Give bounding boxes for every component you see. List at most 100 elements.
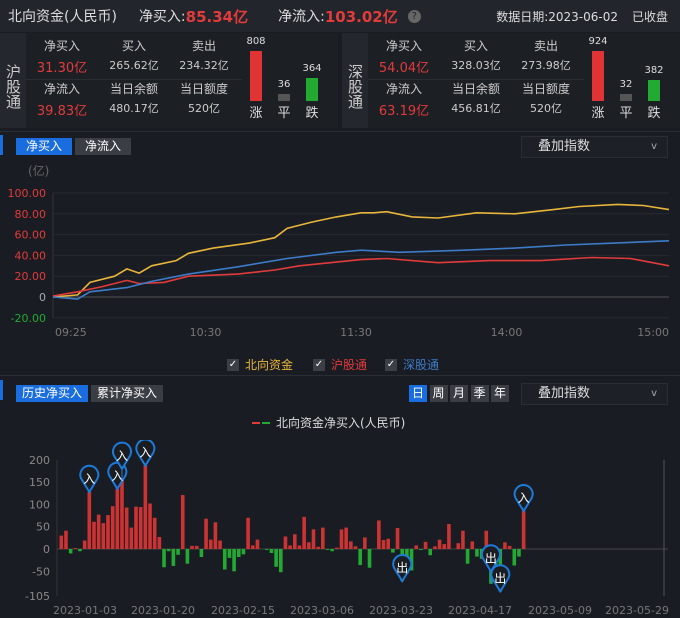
bar [241, 549, 246, 555]
x-tick-label: 2023-05-09 [528, 604, 592, 617]
tab-net-inflow[interactable]: 净流入 [75, 138, 131, 155]
bar [143, 465, 148, 549]
series-line [52, 203, 670, 298]
y-tick-label: -50 [32, 565, 50, 578]
quota-value: 520亿 [530, 102, 562, 115]
sell-label: 卖出 [191, 39, 216, 53]
down-label: 跌 [305, 106, 319, 121]
checkbox-icon[interactable]: ✓ [227, 358, 239, 371]
bar [96, 514, 101, 549]
bar [274, 549, 278, 567]
checkbox-icon[interactable]: ✓ [313, 358, 325, 371]
marker-label: 出 [494, 571, 506, 585]
sell-value: 234.32亿 [179, 59, 229, 72]
bar [349, 541, 353, 549]
marker-pin [135, 440, 156, 468]
bar [391, 549, 395, 553]
bar [185, 549, 190, 564]
legend-label: 北向资金 [245, 358, 294, 372]
x-tick-label: 2023-02-15 [211, 604, 275, 617]
bar [316, 546, 320, 549]
bar [325, 549, 330, 550]
balance-value: 456.81亿 [451, 102, 501, 115]
sell-label: 卖出 [533, 39, 558, 53]
tab-history-net-buy[interactable]: 历史净买入 [16, 385, 88, 402]
x-tick-label: 2023-04-17 [448, 604, 512, 617]
bar [204, 518, 208, 549]
net_inflow-label: 净流入 [43, 82, 80, 96]
legend-item[interactable]: ✓ 北向资金 [227, 356, 293, 373]
bar [194, 545, 199, 549]
bar [78, 549, 82, 552]
down-label: 跌 [647, 106, 661, 121]
data-date: 数据日期:2023-06-02 [496, 9, 618, 24]
bar [521, 511, 526, 549]
bar [433, 546, 437, 549]
balance-label: 当日余额 [451, 82, 500, 96]
question-circle-icon[interactable]: ? [407, 9, 421, 23]
bar [162, 549, 166, 568]
tab-net-buy[interactable]: 净买入 [16, 138, 72, 155]
marker-pin [79, 464, 100, 494]
period-tab[interactable]: 周 [429, 385, 448, 402]
marker-inflow-icon: 入 [112, 441, 132, 480]
checkbox-icon[interactable]: ✓ [385, 358, 397, 371]
net-inflow-value: 103.02亿 [324, 7, 398, 26]
bar [465, 549, 470, 564]
bar [73, 548, 78, 549]
net-buy-label: 净买入: [138, 9, 186, 25]
flat-count: 36 [277, 79, 291, 90]
bar [428, 549, 433, 556]
y-tick-label: 50 [36, 521, 50, 534]
quota-label: 当日额度 [179, 82, 228, 96]
bar [517, 549, 521, 557]
flat-count: 32 [619, 79, 633, 90]
bar [297, 545, 302, 549]
x-tick-label: 14:00 [491, 326, 523, 339]
bar [59, 535, 64, 549]
bar [358, 549, 362, 566]
marker-label: 入 [518, 491, 530, 505]
legend-item[interactable]: ✓ 沪股通 [313, 356, 367, 373]
x-tick-label: 15:00 [637, 326, 669, 339]
legend-item[interactable]: ✓ 深股通 [385, 356, 439, 373]
bar [367, 549, 372, 568]
history-overlay-select[interactable]: 叠加指数 v [521, 383, 668, 405]
bar [92, 521, 96, 549]
unit-label: (亿) [28, 164, 50, 178]
buy-label: 买入 [463, 39, 488, 53]
up-label: 涨 [249, 106, 263, 121]
market-status: 已收盘 [631, 9, 668, 24]
bar [101, 523, 106, 549]
bar [250, 545, 255, 549]
balance-label: 当日余额 [109, 82, 158, 96]
x-tick-label: 09:25 [55, 326, 87, 339]
period-tab[interactable]: 日 [409, 385, 427, 402]
bar [222, 549, 227, 570]
legend-label: 深股通 [403, 358, 440, 372]
overlay-index-select[interactable]: 叠加指数 v [521, 136, 668, 158]
period-tab[interactable]: 年 [491, 385, 509, 402]
panel-0: 沪股通 净买入 31.30亿 买入 265.62亿 卖出 234.32亿 净流入 39.… [0, 33, 338, 128]
bar [442, 544, 447, 549]
header-title: 北向资金(人民币) [8, 9, 117, 25]
bar [423, 541, 428, 549]
bar [507, 545, 512, 549]
down-bar [648, 80, 660, 101]
period-tab[interactable]: 季 [470, 385, 489, 402]
down-count: 364 [302, 63, 322, 75]
y-tick-label: 200 [29, 454, 50, 467]
tab-cumulative-net-buy[interactable]: 累计净买入 [91, 385, 163, 402]
bar [120, 479, 124, 549]
period-tab[interactable]: 月 [450, 385, 468, 402]
bar [414, 545, 419, 549]
bar [409, 549, 414, 571]
bar [470, 541, 475, 549]
bar [138, 507, 143, 549]
bar [330, 549, 334, 552]
legend-label: 沪股通 [331, 358, 368, 372]
buy-value: 328.03亿 [451, 59, 501, 72]
bar [255, 539, 260, 549]
series-line [52, 256, 670, 297]
up-label: 涨 [591, 106, 605, 121]
